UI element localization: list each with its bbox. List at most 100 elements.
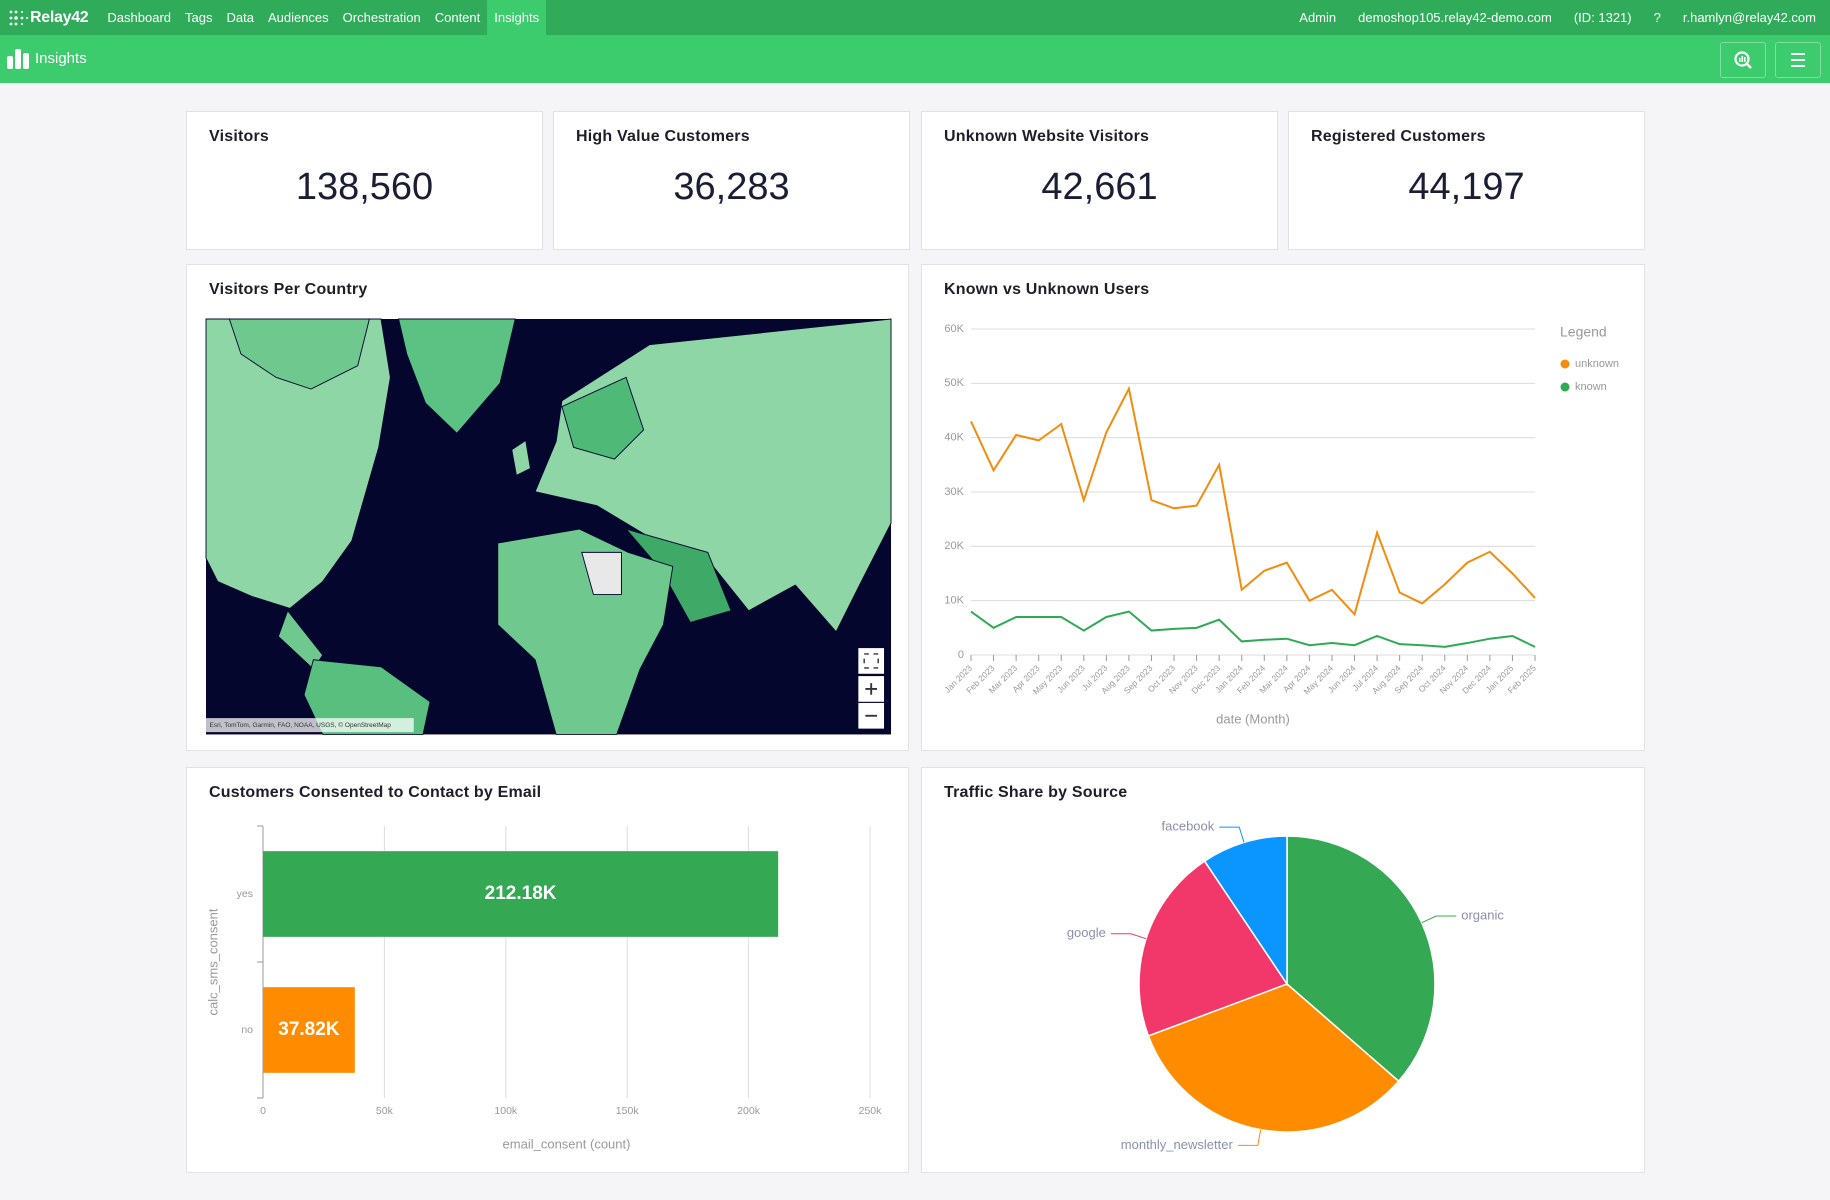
nav-item[interactable]: Data [226,10,254,25]
zoom-in-icon [865,683,878,695]
kpi-label: High Value Customers [576,128,750,145]
bar [263,851,779,937]
nav-item[interactable]: Content [434,10,481,25]
fullscreen-icon [863,653,879,669]
map-svg: Esri, TomTom, Garmin, FAO, NOAA, USGS, ©… [205,318,892,735]
y-tick-label: 0 [958,649,964,661]
nav-item[interactable]: Tags [185,10,213,25]
legend-label: known [1575,381,1607,393]
legend-title: Legend [1560,324,1607,340]
pie-label: organic [1461,907,1504,922]
nav-item[interactable]: Audiences [267,10,329,25]
nav-item[interactable]: Insights [487,0,547,35]
kpi-value: 44,197 [1408,166,1525,208]
y-tick-label: 30K [944,486,964,498]
x-tick-label: 0 [260,1105,266,1117]
insights-icon [7,49,29,69]
nav-right-item[interactable]: Admin [1299,10,1337,25]
nav-right: Admin demoshop105.relay42-demo.com (ID: 13… [1299,10,1830,25]
x-tick-label: 100k [494,1105,518,1117]
map[interactable]: Esri, TomTom, Garmin, FAO, NOAA, USGS, ©… [205,318,892,735]
nav-item[interactable]: Dashboard [107,10,172,25]
map-card: Visitors Per Country Esri, [186,264,909,751]
brand-logo [9,10,28,25]
nav-right-item[interactable]: r.hamlyn@relay42.com [1682,10,1816,25]
kpi-card: Unknown Website Visitors 42,661 [921,111,1278,250]
y-axis-label: calc_sms_consent [205,908,220,1015]
page-title: Insights [35,50,87,67]
attribution-bg [206,718,414,733]
kpi-card: Visitors 138,560 [186,111,543,250]
kpi-label: Visitors [209,128,269,145]
y-tick-label: 40K [944,432,964,444]
x-tick-label: 200k [737,1105,761,1117]
brand-name: Relay42 [30,8,89,26]
nav-item[interactable]: Orchestration [342,10,421,25]
x-axis-label: email_consent (count) [503,1136,631,1151]
kpi-card: Registered Customers 44,197 [1288,111,1645,250]
kpi-label: Unknown Website Visitors [944,128,1150,145]
map-greenland [397,318,516,435]
pie-leader [1219,826,1245,843]
map-africa [497,528,674,735]
menu-icon [1791,53,1805,67]
nav-items: Dashboard Tags Data Audiences Orchestration C… [100,0,547,35]
nav-right-item[interactable]: ? [1653,10,1661,25]
line-card: Known vs Unknown Users 0 10K 20K 30K 40K 50K 6… [921,264,1645,751]
bar-card: Customers Consented to Contact by Email … [186,767,909,1173]
y-tick-label: 20K [944,540,964,552]
kpi-value: 42,661 [1041,166,1158,208]
map-scandinavia [561,376,645,460]
legend-swatch [1560,359,1570,369]
search-button[interactable] [1720,42,1766,78]
x-tick-label: 150k [616,1105,640,1117]
map-fullscreen[interactable] [858,648,885,674]
pie-slice [1147,983,1400,1133]
x-tick-label: 250k [859,1105,883,1117]
pie-slice [1203,835,1288,987]
legend-swatch [1560,382,1570,392]
pie-slice [1138,860,1289,1037]
pie-leader [1237,1129,1262,1146]
nav-right-item[interactable]: demoshop105.relay42-demo.com [1358,10,1552,25]
y-tick-label: 10K [944,595,964,607]
pie-leader [1110,933,1147,940]
sub-header: Insights [0,35,1830,83]
top-nav: Relay42 Dashboard Tags Data Audiences Orches… [0,0,1830,35]
kpi-value: 36,283 [673,166,790,208]
pie-label: monthly_newsletter [1121,1137,1234,1152]
map-libya [581,551,622,595]
map-arctic [228,318,370,390]
pie-card: Traffic Share by Source organic monthly_n… [921,767,1645,1173]
x-tick-label: 50k [376,1105,394,1117]
kpi-value: 138,560 [295,166,434,208]
nav-right-item[interactable]: (ID: 1321) [1573,10,1632,25]
brand[interactable]: Relay42 [0,9,100,27]
menu-button[interactable] [1775,42,1821,78]
pie-label: google [1067,925,1106,940]
map-north-america [205,318,391,609]
kpi-card: High Value Customers 36,283 [553,111,910,250]
y-tick-label: 50K [944,377,964,389]
line-series [970,610,1536,648]
line-series [970,385,1536,617]
kpi-label: Registered Customers [1311,128,1486,145]
y-tick-label: 60K [944,323,964,335]
map-uk [511,439,531,477]
card-title: Known vs Unknown Users [944,281,1150,298]
pie-chart: organic monthly_newsletter google facebook [1067,819,1505,1152]
x-axis-label: date (Month) [1216,711,1290,726]
map-controls [858,648,885,729]
search-icon [1734,51,1752,69]
y-tick-label: no [241,1024,253,1036]
pie-leader [1421,915,1457,924]
card-title: Visitors Per Country [209,281,368,298]
pie-label: facebook [1162,819,1215,834]
card-title: Traffic Share by Source [944,784,1128,801]
bar-value-label: 37.82K [278,1019,340,1040]
bar-value-label: 212.18K [485,883,557,904]
map-attribution: Esri, TomTom, Garmin, FAO, NOAA, USGS, ©… [210,721,392,729]
y-tick-label: yes [237,888,253,900]
